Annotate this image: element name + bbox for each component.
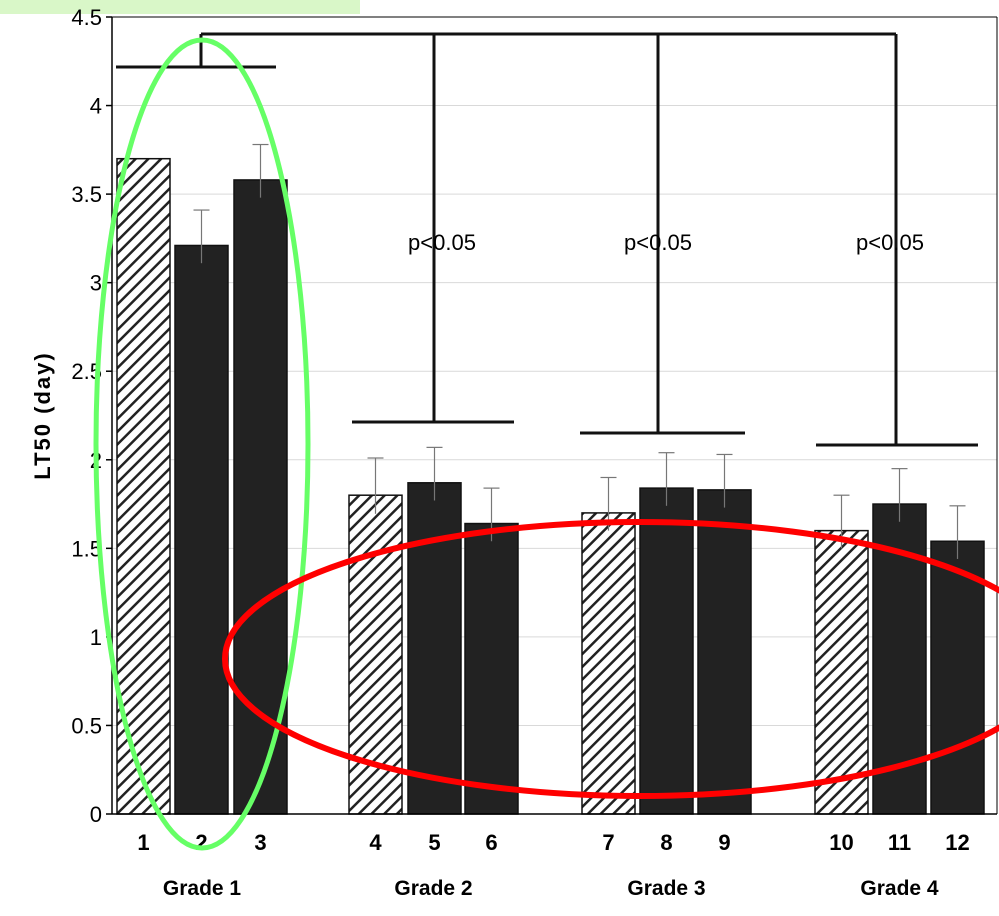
group-label: Grade 1 bbox=[163, 877, 242, 900]
y-tick-label: 3 bbox=[90, 271, 102, 296]
p-value-label: p<0.05 bbox=[624, 230, 692, 255]
highlight-ellipses bbox=[93, 37, 999, 851]
bar-3 bbox=[233, 179, 288, 815]
p-value-label: p<0.05 bbox=[856, 230, 924, 255]
significance-brackets bbox=[116, 32, 978, 447]
labels-layer: 00.511.522.533.544.51 2 3 4 5 6 7 8 9 10 11 12Grade… bbox=[30, 5, 970, 900]
x-tick-label: 7 bbox=[602, 830, 614, 855]
y-tick-label: 0 bbox=[90, 802, 102, 827]
x-tick-label: 12 bbox=[945, 830, 969, 855]
x-tick-label: 10 bbox=[829, 830, 853, 855]
x-tick-label: 5 bbox=[428, 830, 440, 855]
bar-12 bbox=[930, 540, 985, 815]
x-tick-label: 3 bbox=[254, 830, 266, 855]
annotations-layer: p<0.05 p<0.05 p<0.05 bbox=[408, 230, 924, 255]
x-tick-label: 8 bbox=[660, 830, 672, 855]
x-tick-label: 6 bbox=[485, 830, 497, 855]
p-value-label: p<0.05 bbox=[408, 230, 476, 255]
bar-10 bbox=[814, 529, 869, 815]
group-label: Grade 2 bbox=[394, 877, 472, 900]
top-highlight-strip bbox=[0, 0, 360, 14]
y-axis-title: LT50 (day) bbox=[30, 351, 55, 479]
green-highlight-ellipse bbox=[93, 37, 311, 851]
axes-layer bbox=[106, 16, 998, 815]
x-tick-label: 11 bbox=[888, 830, 911, 855]
bar-9 bbox=[697, 489, 752, 815]
bars-layer bbox=[116, 143, 985, 815]
bar-2 bbox=[174, 244, 229, 815]
x-tick-label: 9 bbox=[718, 830, 730, 855]
bar-8 bbox=[639, 487, 694, 815]
y-tick-label: 1 bbox=[90, 625, 102, 650]
y-tick-label: 0.5 bbox=[71, 713, 102, 738]
x-tick-label: 2 bbox=[195, 830, 207, 855]
y-tick-label: 3.5 bbox=[71, 182, 102, 207]
bar-7 bbox=[581, 512, 636, 815]
x-tick-label: 4 bbox=[369, 830, 382, 855]
y-tick-label: 4 bbox=[90, 94, 102, 119]
group-label: Grade 3 bbox=[627, 877, 705, 900]
bar-5 bbox=[407, 482, 462, 815]
group-label: Grade 4 bbox=[860, 877, 939, 900]
red-highlight-ellipse bbox=[222, 519, 999, 799]
bar-1 bbox=[116, 157, 171, 815]
x-tick-label: 1 bbox=[137, 830, 149, 855]
bar-6 bbox=[464, 522, 519, 815]
y-tick-label: 4.5 bbox=[71, 5, 102, 30]
